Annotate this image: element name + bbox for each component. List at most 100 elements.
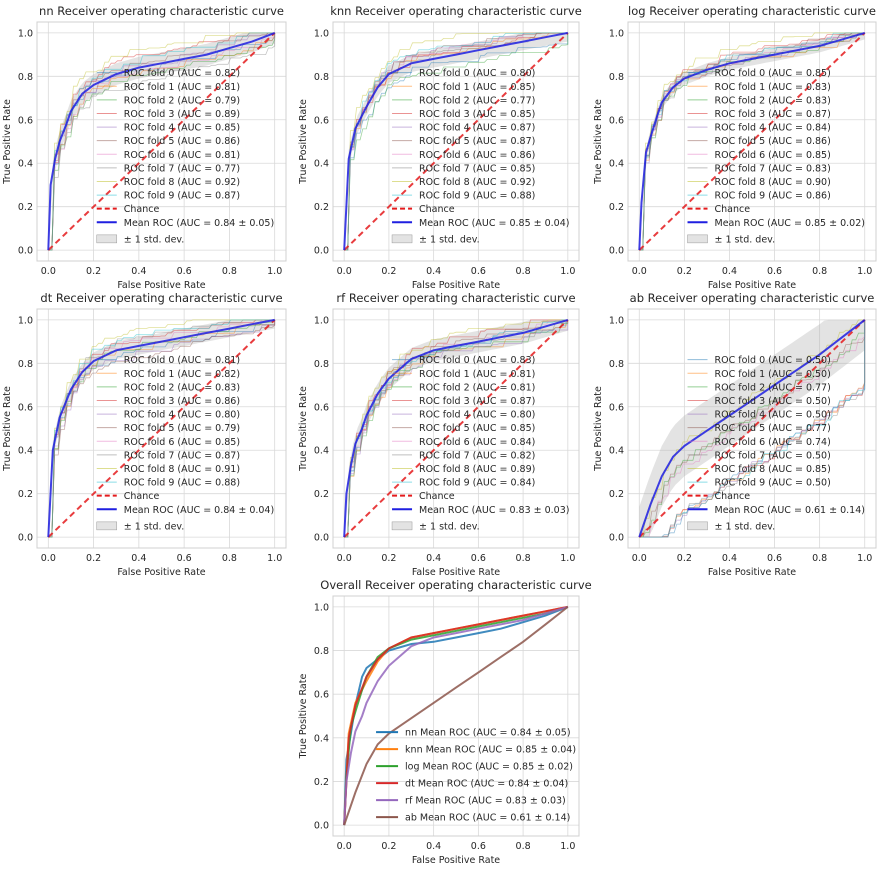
legend-entry: ROC fold 4 (AUC = 0.80) (124, 410, 240, 421)
y-tick-label: 0.4 (18, 159, 33, 170)
y-tick-label: 0.0 (18, 533, 33, 544)
y-tick-label: 0.2 (609, 489, 624, 500)
legend-entry: ROC fold 4 (AUC = 0.85) (124, 123, 240, 134)
x-tick-label: 0.8 (812, 266, 827, 277)
x-tick-label: 1.0 (857, 266, 872, 277)
x-axis-label: False Positive Rate (117, 280, 205, 291)
roc-fold-3-line (344, 319, 568, 538)
roc-fold-0-line (344, 319, 569, 538)
roc-fold-9-line (639, 32, 865, 251)
roc-fold-6-line (639, 319, 866, 538)
plot-area-overall (343, 605, 569, 826)
legend-entry: ROC fold 5 (AUC = 0.86) (715, 136, 831, 147)
x-tick-label: 0.8 (516, 841, 531, 852)
x-tick-label: 0.4 (426, 841, 441, 852)
y-tick-label: 1.0 (314, 28, 329, 39)
legend-entry: ROC fold 5 (AUC = 0.85) (419, 423, 535, 434)
roc-fold-1-line (639, 319, 866, 538)
y-tick-label: 0.2 (609, 202, 624, 213)
roc-fold-4-line (48, 319, 276, 538)
y-axis-label: True Positive Rate (298, 386, 309, 472)
legend-rf: ROC fold 0 (AUC = 0.83) ROC fold 1 (AUC =… (391, 355, 569, 532)
legend-entry: ROC fold 0 (AUC = 0.85) (715, 68, 831, 79)
x-tick-label: 0.6 (177, 553, 192, 564)
y-tick-label: 0.0 (609, 533, 624, 544)
x-tick-label: 0.6 (471, 266, 486, 277)
legend-entry: ROC fold 5 (AUC = 0.77) (715, 423, 831, 434)
legend-entry: ROC fold 2 (AUC = 0.83) (124, 382, 240, 393)
roc-fold-3-line (48, 32, 275, 251)
x-tick-label: 0.8 (812, 553, 827, 564)
legend-handle-band (391, 234, 413, 244)
axes-border (36, 308, 287, 549)
mean-roc-line (638, 319, 866, 538)
y-tick-label: 0.6 (314, 115, 329, 126)
legend-entry: log Mean ROC (AUC = 0.85 ± 0.02) (405, 762, 573, 773)
legend-entry: ROC fold 3 (AUC = 0.85) (419, 109, 535, 120)
x-tick-label: 0.2 (86, 553, 101, 564)
legend-entry: ROC fold 0 (AUC = 0.81) (124, 355, 240, 366)
x-axis-label: False Positive Rate (412, 855, 500, 866)
y-tick-label: 0.0 (314, 533, 329, 544)
legend-entry: ± 1 std. dev. (419, 234, 480, 245)
legend-entry: ROC fold 3 (AUC = 0.50) (715, 396, 831, 407)
y-tick-label: 1.0 (609, 315, 624, 326)
x-tick-label: 1.0 (267, 266, 282, 277)
axes-border (332, 595, 580, 837)
legend-entry: ROC fold 8 (AUC = 0.92) (419, 177, 535, 188)
roc-fold-5-line (344, 319, 569, 538)
panel-ab: 0.0 0.0 0.2 0.2 0.4 0.4 0.6 0.6 0.8 0.8 1.0 1.0 ab R… (593, 291, 877, 578)
roc-fold-9-line (48, 319, 275, 538)
roc-fold-6-line (48, 32, 276, 251)
legend-entry: Chance (124, 204, 160, 215)
plot-area-ab (638, 319, 866, 538)
legend-handle-band (96, 234, 118, 244)
grid-nn (37, 22, 286, 261)
legend-entry: ROC fold 7 (AUC = 0.77) (124, 163, 240, 174)
legend-entry: ab Mean ROC (AUC = 0.61 ± 0.14) (405, 813, 570, 824)
y-axis-label: True Positive Rate (593, 386, 604, 472)
grid-overall (333, 596, 579, 836)
x-tick-label: 1.0 (857, 553, 872, 564)
axes-border (627, 21, 877, 262)
x-tick-label: 0.8 (516, 553, 531, 564)
y-tick-label: 0.2 (314, 777, 329, 788)
chart-title: nn Receiver operating characteristic cur… (39, 4, 284, 18)
chance-line (47, 319, 276, 538)
legend-entry: ROC fold 2 (AUC = 0.81) (419, 382, 535, 393)
y-tick-label: 0.2 (18, 489, 33, 500)
legend-entry: ROC fold 6 (AUC = 0.86) (419, 150, 535, 161)
legend-nn: ROC fold 0 (AUC = 0.82) ROC fold 1 (AUC =… (96, 68, 274, 245)
x-tick-label: 0.6 (471, 841, 486, 852)
chart-title: rf Receiver operating characteristic cur… (336, 291, 575, 305)
grid-rf (333, 309, 579, 548)
x-tick-label: 0.0 (337, 841, 352, 852)
y-tick-label: 0.8 (18, 359, 33, 370)
legend-entry: Mean ROC (AUC = 0.61 ± 0.14) (715, 505, 865, 516)
y-axis-label: True Positive Rate (298, 99, 309, 185)
legend-entry: ROC fold 0 (AUC = 0.82) (124, 68, 240, 79)
x-axis-label: False Positive Rate (412, 280, 500, 291)
legend-entry: ROC fold 7 (AUC = 0.82) (419, 450, 535, 461)
roc-fold-4-line (344, 32, 568, 251)
legend-entry: ROC fold 3 (AUC = 0.89) (124, 109, 240, 120)
roc-fold-8-line (344, 319, 568, 538)
legend-entry: ± 1 std. dev. (419, 521, 480, 532)
y-tick-label: 1.0 (314, 602, 329, 613)
y-tick-label: 0.4 (609, 446, 624, 457)
y-tick-label: 0.0 (18, 246, 33, 257)
roc-fold-7-line (48, 32, 276, 251)
x-tick-label: 0.4 (426, 553, 441, 564)
y-tick-label: 0.0 (609, 246, 624, 257)
roc-fold-9-line (344, 32, 568, 251)
chance-line (638, 319, 866, 538)
legend-entry: nn Mean ROC (AUC = 0.84 ± 0.05) (405, 728, 571, 739)
x-axis-label: False Positive Rate (412, 567, 500, 578)
roc-fold-8-line (639, 32, 865, 251)
x-tick-label: 0.2 (677, 266, 692, 277)
grid-log (628, 22, 876, 261)
chance-line (47, 32, 276, 251)
legend-dt: ROC fold 0 (AUC = 0.81) ROC fold 1 (AUC =… (96, 355, 274, 532)
x-tick-label: 1.0 (560, 553, 575, 564)
roc-fold-4-line (344, 319, 569, 538)
